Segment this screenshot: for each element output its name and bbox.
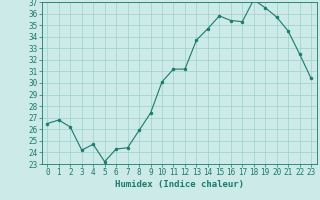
X-axis label: Humidex (Indice chaleur): Humidex (Indice chaleur) (115, 180, 244, 189)
